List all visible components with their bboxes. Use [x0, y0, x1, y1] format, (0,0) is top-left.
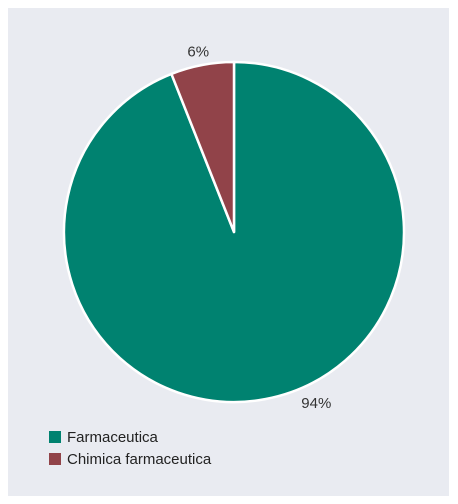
pie-slice-chimica-farmaceutica	[170, 60, 236, 234]
legend-label-chimica-farmaceutica: Chimica farmaceutica	[67, 450, 212, 468]
data-label-farmaceutica: 94%	[301, 395, 331, 412]
chart-frame: 94% 6% Farmaceutica Chimica farmaceutica	[8, 8, 449, 496]
legend-swatch-farmaceutica	[49, 431, 61, 443]
data-label-chimica-farmaceutica: 6%	[187, 43, 209, 60]
legend-swatch-chimica-farmaceutica	[49, 453, 61, 465]
legend-label-farmaceutica: Farmaceutica	[67, 428, 158, 446]
legend: Farmaceutica Chimica farmaceutica	[49, 426, 211, 470]
pie-slice-farmaceutica	[62, 60, 406, 404]
pie-chart: 94% 6%	[62, 43, 406, 412]
legend-item-farmaceutica: Farmaceutica	[49, 426, 211, 448]
legend-item-chimica-farmaceutica: Chimica farmaceutica	[49, 448, 211, 470]
